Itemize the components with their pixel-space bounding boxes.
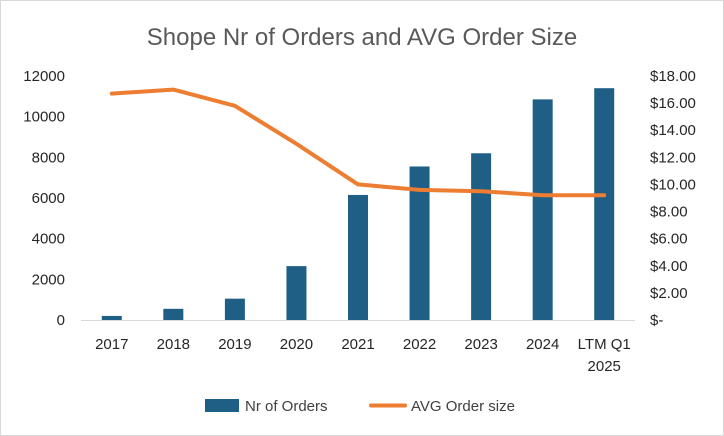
legend-swatch-orders xyxy=(205,399,239,412)
bar xyxy=(224,298,245,320)
left-axis-tick-label: 2000 xyxy=(32,271,65,288)
left-axis-tick-label: 8000 xyxy=(32,149,65,166)
x-axis-tick-label: 2025 xyxy=(588,358,621,375)
legend-label-avg-order-size: AVG Order size xyxy=(411,398,515,415)
right-axis-tick-label: $10.00 xyxy=(650,176,696,193)
right-axis-tick-label: $4.00 xyxy=(650,258,688,275)
legend: Nr of Orders AVG Order size xyxy=(205,398,515,415)
right-axis: $- $2.00 $4.00 $6.00 $8.00 $10.00 $12.00 $14.00… xyxy=(650,68,696,329)
right-axis-tick-label: $8.00 xyxy=(650,204,688,221)
line-series-avg-order-size xyxy=(109,87,607,198)
right-axis-tick-label: $18.00 xyxy=(650,68,696,85)
bar-series-orders xyxy=(101,88,615,320)
left-axis-tick-label: 4000 xyxy=(32,231,65,248)
bar xyxy=(163,308,184,320)
left-axis-tick-label: 6000 xyxy=(32,190,65,207)
x-axis-tick-label: 2022 xyxy=(403,336,436,353)
x-axis-tick-label: 2020 xyxy=(280,336,313,353)
x-axis-labels: 2017 2018 2019 2020 2021 2022 2023 2024 LTM Q1 20… xyxy=(95,336,631,375)
x-axis-tick-label: 2023 xyxy=(464,336,497,353)
bar xyxy=(348,194,368,320)
x-axis-tick-label: 2017 xyxy=(95,336,128,353)
right-axis-tick-label: $2.00 xyxy=(650,285,688,302)
bar xyxy=(471,153,492,320)
left-axis: 0 2000 4000 6000 8000 10000 12000 xyxy=(23,68,65,329)
x-axis-tick-label: 2018 xyxy=(157,336,190,353)
bar xyxy=(286,266,307,320)
left-axis-tick-label: 0 xyxy=(57,312,65,329)
right-axis-tick-label: $16.00 xyxy=(650,95,696,112)
right-axis-tick-label: $12.00 xyxy=(650,149,696,166)
left-axis-tick-label: 10000 xyxy=(23,109,65,126)
right-axis-tick-label: $14.00 xyxy=(650,122,696,139)
bar xyxy=(532,99,553,320)
left-axis-tick-label: 12000 xyxy=(23,68,65,85)
legend-label-orders: Nr of Orders xyxy=(245,398,328,415)
bar xyxy=(409,166,430,320)
right-axis-tick-label: $- xyxy=(650,312,663,329)
right-axis-tick-label: $6.00 xyxy=(650,231,688,248)
x-axis-tick-label: LTM Q1 xyxy=(578,336,631,353)
x-axis-tick-label: 2019 xyxy=(218,336,251,353)
bar xyxy=(101,315,122,320)
chart-title: Shope Nr of Orders and AVG Order Size xyxy=(147,24,577,51)
avg-order-size-line xyxy=(109,87,607,198)
bar xyxy=(594,88,615,320)
x-axis-tick-label: 2021 xyxy=(341,336,374,353)
x-axis-tick-label: 2024 xyxy=(526,336,559,353)
